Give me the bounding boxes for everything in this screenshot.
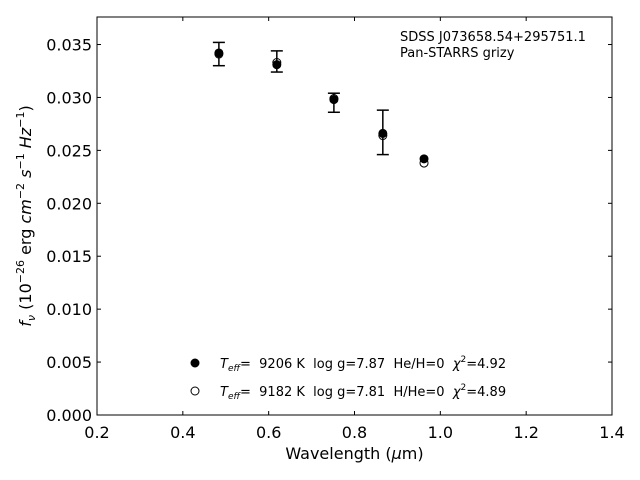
open-model-point — [378, 131, 388, 141]
y-tick-label: 0.030 — [46, 88, 92, 107]
y-tick-label: 0.005 — [46, 353, 92, 372]
legend: Teff= 9206 K log g=7.87 He/H=0 χ2=4.92 Te… — [190, 355, 506, 402]
open-model-point — [214, 49, 224, 59]
legend-filled-marker — [190, 358, 200, 368]
x-axis: 0.2 0.4 0.6 0.8 1.0 1.2 1.4 — [84, 17, 625, 442]
object-name-annotation: SDSS J073658.54+295751.1 — [400, 30, 586, 45]
x-tick-label: 0.8 — [342, 423, 367, 442]
y-axis-label: fν (10−26 erg cm−2 s−1 Hz−1) — [14, 105, 38, 326]
open-model-point — [272, 58, 282, 68]
y-tick-label: 0.035 — [46, 36, 92, 55]
y-tick-label: 0.000 — [46, 406, 92, 425]
legend-open-marker — [190, 386, 200, 396]
legend-label: Teff= 9206 K log g=7.87 He/H=0 χ2=4.92 — [220, 355, 506, 374]
x-tick-label: 1.0 — [428, 423, 453, 442]
legend-label: Teff= 9182 K log g=7.81 H/He=0 χ2=4.89 — [220, 383, 506, 402]
y-tick-label: 0.020 — [46, 194, 92, 213]
open-model-point — [419, 158, 429, 168]
x-tick-label: 1.2 — [513, 423, 538, 442]
filled-model-point — [272, 60, 282, 70]
x-axis-label: Wavelength (μm) — [285, 444, 423, 463]
plot-frame — [96, 16, 613, 416]
y-axis: 0.000 0.005 0.010 0.015 0.020 0.025 0.030 0.035 — [46, 36, 612, 425]
y-tick-label: 0.015 — [46, 247, 92, 266]
data-layer — [212, 41, 429, 168]
x-tick-label: 1.4 — [599, 423, 624, 442]
y-tick-label: 0.025 — [46, 141, 92, 160]
open-model-point — [329, 94, 339, 104]
survey-annotation: Pan-STARRS grizy — [400, 46, 515, 61]
x-tick-label: 0.4 — [170, 423, 195, 442]
filled-model-point — [378, 128, 388, 138]
x-tick-label: 0.2 — [84, 423, 109, 442]
y-tick-label: 0.010 — [46, 300, 92, 319]
x-tick-label: 0.6 — [256, 423, 281, 442]
